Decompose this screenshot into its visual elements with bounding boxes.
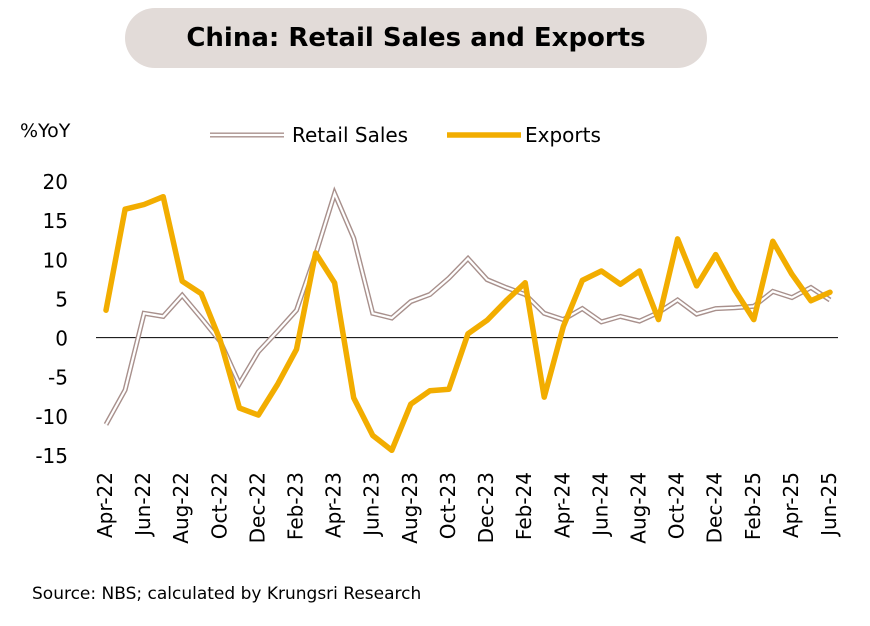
x-tick-label: Aug-24 [626,472,650,544]
x-tick-label: Oct-24 [665,472,689,539]
x-tick-label: Feb-24 [512,472,536,540]
x-tick-label: Feb-23 [284,472,308,540]
exports-line [103,193,833,454]
y-tick-label: 5 [55,287,68,311]
retail-sales-legend-label: Retail Sales [292,123,408,147]
y-axis-label: %YoY [20,120,71,142]
x-tick-label: Aug-23 [398,472,422,544]
chart-title-pill: China: Retail Sales and Exports [125,8,707,68]
source-note: Source: NBS; calculated by Krungsri Rese… [32,584,422,604]
x-tick-label: Jun-23 [360,472,384,538]
x-tick-label: Oct-22 [207,472,231,539]
y-tick-label: -5 [48,366,68,390]
x-tick-label: Dec-22 [245,472,269,543]
x-tick-label: Apr-22 [93,472,117,538]
x-tick-label: Aug-22 [169,472,193,544]
exports-legend-label: Exports [525,123,601,147]
chart-title: China: Retail Sales and Exports [186,23,646,53]
x-tick-label: Feb-25 [741,472,765,540]
x-tick-label: Jun-24 [588,472,612,538]
x-tick-label: Oct-23 [436,472,460,539]
x-tick-label: Jun-22 [131,472,155,538]
x-tick-label: Apr-25 [779,472,803,538]
y-tick-label: 20 [43,170,68,194]
x-tick-label: Apr-24 [550,472,574,538]
x-tick-label: Jun-25 [817,472,841,538]
y-tick-label: -15 [35,444,68,468]
x-tick-label: Dec-23 [474,472,498,543]
retail-sales-line-inner [105,190,831,426]
x-tick-label: Apr-23 [322,472,346,538]
y-tick-label: 0 [55,327,68,351]
y-tick-label: 15 [43,209,68,233]
y-tick-label: -10 [35,405,68,429]
x-tick-label: Dec-24 [703,472,727,543]
y-tick-label: 10 [43,248,68,272]
